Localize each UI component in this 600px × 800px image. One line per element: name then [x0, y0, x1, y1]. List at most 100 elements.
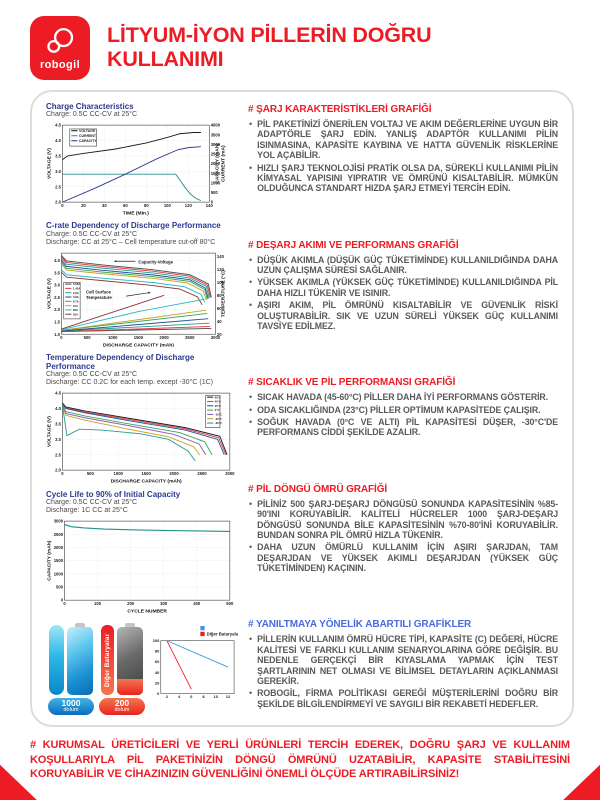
svg-text:4.5: 4.5	[55, 123, 62, 128]
svg-text:3000: 3000	[211, 142, 221, 147]
bullet-icon: •	[249, 688, 253, 699]
svg-text:500: 500	[56, 584, 64, 589]
section-charge-characteristics: # ŞARJ KARAKTERİSTİKLERİ GRAFİĞİ • PİL PA…	[248, 104, 558, 196]
svg-text:4000: 4000	[211, 123, 221, 128]
robogil-battery-group: 1000 dolum	[48, 622, 94, 715]
chart-canvas: 0 100 200 300 400 500050010001500200025003000…	[46, 518, 234, 613]
svg-text:400: 400	[193, 601, 201, 606]
svg-text:100: 100	[94, 601, 102, 606]
full-battery-graphic	[67, 622, 93, 695]
bullet-icon: •	[249, 498, 253, 509]
svg-text:0.58A: 0.58A	[73, 282, 80, 286]
chart-subtitle: Charge: 0.5C CC-CV at 25°C	[46, 498, 138, 506]
cycles-unit: dolum	[63, 706, 79, 713]
svg-text:40: 40	[217, 318, 222, 323]
svg-text:3.0: 3.0	[54, 282, 61, 287]
bullet-text: ROBOGİL, FİRMA POLİTİKASI GEREĞİ MÜŞTERİ…	[257, 688, 558, 709]
svg-text:0: 0	[157, 691, 160, 696]
chart-canvas: 0 500 1000 1500 2000 2500 3000 1.0 1.5 2.0 2.5 3.0 3…	[46, 252, 227, 347]
svg-text:-20°C: -20°C	[215, 417, 222, 421]
svg-text:2.0: 2.0	[55, 468, 62, 473]
svg-text:300: 300	[160, 601, 168, 606]
bullet-text: DÜŞÜK AKIMLA (DÜŞÜK GÜÇ TÜKETİMİNDE) KUL…	[257, 254, 558, 275]
chart-canvas: 0 20 40 60 80 100 120 140 2.0 2.5 3.0 3.5 4.0 4.5 0 500…	[46, 123, 226, 216]
svg-text:25°C: 25°C	[215, 404, 221, 408]
svg-text:3.0: 3.0	[55, 437, 62, 442]
robogil-logo: robogil	[30, 16, 90, 80]
svg-text:Temperature: Temperature	[86, 294, 112, 299]
svg-text:20: 20	[81, 203, 86, 208]
cycles-badge-200: 200 dolum	[99, 697, 145, 715]
svg-text:100: 100	[217, 280, 225, 285]
svg-text:3000: 3000	[54, 518, 64, 523]
charge-characteristics-block: Charge Characteristics Charge: 0.5C CC-C…	[42, 102, 238, 216]
svg-text:VOLTAGE: VOLTAGE	[79, 129, 96, 133]
bullet-icon: •	[249, 417, 253, 427]
svg-text:2500: 2500	[211, 152, 221, 157]
robogil-circles-icon	[47, 27, 74, 53]
svg-text:80: 80	[155, 649, 160, 654]
svg-text:0: 0	[211, 200, 214, 205]
header: robogil LİTYUM-İYON PİLLERİN DOĞRU KULLA…	[0, 0, 600, 86]
cycles-value: 1000	[61, 698, 81, 709]
svg-text:DISCHARGE CAPACITY (mAh): DISCHARGE CAPACITY (mAh)	[111, 479, 182, 484]
svg-text:120: 120	[217, 267, 225, 272]
svg-text:140: 140	[217, 254, 225, 259]
depleted-battery-graphic	[117, 622, 143, 695]
charts-column: Charge Characteristics Charge: 0.5C CC-C…	[42, 102, 238, 717]
svg-text:1.5: 1.5	[54, 319, 61, 324]
bullet-text: AŞIRI AKIM, PİL ÖMRÜNÜ KISALTABİLİR VE G…	[257, 300, 558, 331]
svg-text:0: 0	[61, 471, 64, 476]
logo-text: robogil	[39, 58, 81, 71]
bullet-icon: •	[249, 404, 253, 415]
bullet-icon: •	[249, 277, 253, 288]
svg-text:40: 40	[155, 670, 160, 675]
chart-title: Temperature Dependency of Discharge Perf…	[46, 352, 195, 372]
svg-text:4.0: 4.0	[54, 258, 61, 263]
bullet-text: SOĞUK HAVADA (0°C VE ALTI) PİL KAPASİTES…	[257, 417, 558, 438]
svg-text:200: 200	[127, 601, 135, 606]
svg-text:25A: 25A	[73, 312, 78, 316]
svg-text:2000: 2000	[159, 335, 169, 340]
svg-text:10: 10	[214, 694, 219, 699]
bullet-icon: •	[249, 634, 253, 645]
chart-subtitle: Charge: 0.5C CC-CV at 25°C	[46, 111, 138, 119]
battery-comparison-graphic: 1000 dolum Diğer Bataryalar 200 do	[42, 619, 238, 717]
svg-text:0°C: 0°C	[215, 409, 220, 413]
svg-text:1000: 1000	[54, 571, 64, 576]
cycle-life-block: Cycle Life to 90% of Initial Capacity Ch…	[42, 490, 238, 614]
chart-title: Charge Characteristics	[46, 102, 134, 111]
cycles-unit: dolum	[114, 706, 130, 713]
battery-cap	[125, 622, 135, 627]
bullet-icon: •	[249, 542, 253, 553]
svg-text:3.5: 3.5	[55, 154, 62, 159]
chart-subtitle: Charge: 0.5C CC-CV at 25°C	[46, 230, 138, 238]
svg-text:3.5: 3.5	[55, 422, 62, 427]
c-rate-block: C-rate Dependency of Discharge Performan…	[42, 221, 238, 347]
svg-text:60°C: 60°C	[215, 396, 221, 400]
svg-text:5.8A: 5.8A	[73, 295, 79, 299]
svg-text:Capacity-Voltage: Capacity-Voltage	[138, 259, 173, 264]
svg-text:VOLTAGE (V): VOLTAGE (V)	[46, 278, 52, 309]
chart-canvas: 2 4 6 8 10 12 0 20 40 60 80 100 Diğer Bataryalar	[153, 625, 238, 699]
svg-text:1.45A: 1.45A	[73, 286, 80, 290]
svg-text:TIME (Min.): TIME (Min.)	[123, 210, 150, 215]
svg-text:0: 0	[61, 203, 64, 208]
svg-text:DISCHARGE CAPACITY (mAh): DISCHARGE CAPACITY (mAh)	[103, 342, 174, 347]
svg-text:3000: 3000	[225, 471, 235, 476]
svg-text:2500: 2500	[185, 335, 195, 340]
svg-text:80: 80	[144, 203, 149, 208]
svg-text:8: 8	[202, 694, 205, 699]
footer-message: # KURUMSAL ÜRETİCİLERİ VE YERLİ ÜRÜNLERİ…	[30, 739, 570, 781]
bullet-icon: •	[249, 300, 253, 311]
section-heading: # SICAKLIK VE PİL PERFORMANSI GRAFİĞİ	[248, 377, 456, 389]
svg-text:3.5: 3.5	[54, 270, 61, 275]
svg-text:3500: 3500	[211, 133, 221, 138]
svg-text:CAPACITY (mAh): CAPACITY (mAh)	[46, 540, 52, 581]
svg-text:60: 60	[123, 203, 128, 208]
svg-text:20A: 20A	[73, 308, 78, 312]
svg-text:500: 500	[84, 335, 92, 340]
svg-text:Diğer Bataryalar: Diğer Bataryalar	[207, 631, 238, 636]
section-misleading-charts: # YANILTMAYA YÖNELİK ABARTILI GRAFİKLER …	[248, 619, 558, 711]
section-cycle-life: # PİL DÖNGÜ ÖMRÜ GRAFİĞİ • PİLİNİZ 500 ŞA…	[248, 484, 558, 576]
